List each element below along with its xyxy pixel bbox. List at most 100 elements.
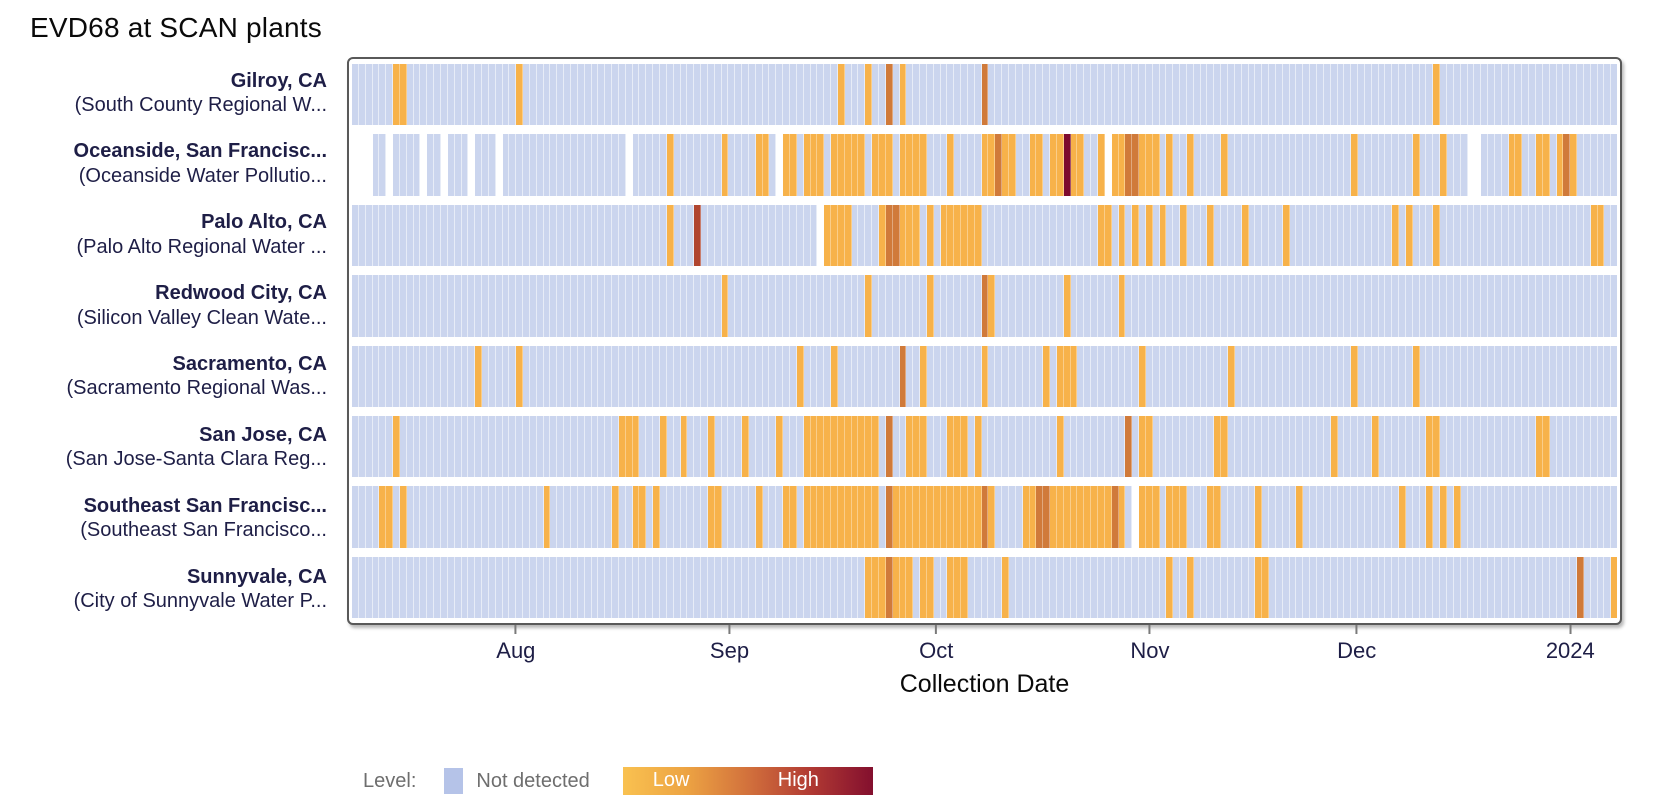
day-cell [1323, 556, 1331, 618]
day-cell [529, 134, 537, 196]
day-cell [495, 64, 503, 126]
day-cell [776, 275, 784, 337]
day-cell [352, 486, 359, 548]
day-cell [468, 486, 476, 548]
day-cell [967, 204, 975, 267]
chart-title: EVD68 at SCAN plants [30, 12, 322, 43]
day-cell [618, 64, 626, 126]
day-cell [632, 556, 640, 618]
day-cell [1221, 64, 1228, 126]
day-cell [358, 134, 366, 196]
day-cell [1515, 134, 1523, 196]
day-cell [885, 345, 893, 407]
day-cell [557, 64, 565, 126]
day-cell [796, 486, 804, 548]
day-cell [1371, 134, 1379, 196]
day-cell [858, 486, 866, 548]
day-cell [913, 415, 921, 478]
day-cell [824, 275, 832, 337]
day-cell [1392, 64, 1400, 126]
day-cell [659, 204, 667, 267]
day-cell [1316, 345, 1324, 407]
day-cell [954, 134, 962, 196]
day-cell [1405, 556, 1413, 618]
day-cell [605, 134, 613, 196]
day-cell [1050, 64, 1057, 126]
day-cell [598, 556, 606, 618]
day-cell [468, 345, 476, 407]
day-cell [1015, 204, 1023, 267]
day-cell [1460, 64, 1468, 126]
day-cell [1132, 345, 1140, 407]
day-cell [598, 486, 606, 548]
day-cell [926, 275, 934, 337]
day-cell [892, 345, 900, 407]
day-cell [612, 345, 619, 407]
day-cell [913, 204, 921, 267]
day-cell [728, 134, 736, 196]
day-cell [680, 345, 688, 407]
day-cell [1433, 275, 1441, 337]
day-cell [666, 486, 674, 548]
day-cell [1337, 275, 1345, 337]
day-cell [1091, 415, 1098, 478]
day-cell [1255, 345, 1263, 407]
day-cell [810, 556, 818, 618]
day-cell [1474, 415, 1482, 478]
day-cell [1255, 64, 1263, 126]
day-cell [1132, 275, 1140, 337]
day-cell [571, 556, 578, 618]
day-cell [1583, 134, 1591, 196]
day-cell [420, 415, 428, 478]
day-cell [872, 64, 879, 126]
day-cell [1269, 204, 1276, 267]
day-cell [885, 275, 893, 337]
day-cell [1289, 345, 1297, 407]
day-cell [399, 556, 407, 618]
day-cell [1152, 204, 1160, 267]
day-cell [557, 134, 565, 196]
day-cell [974, 64, 982, 126]
day-cell [1419, 204, 1427, 267]
day-cell [1405, 64, 1413, 126]
day-cell [1063, 134, 1071, 196]
day-cell [584, 204, 592, 267]
day-cell [523, 134, 530, 196]
day-cell [639, 134, 647, 196]
day-cell [1611, 415, 1618, 478]
day-cell [954, 486, 962, 548]
day-cell [742, 64, 749, 126]
day-cell [427, 64, 435, 126]
day-cell [1412, 345, 1420, 407]
day-cell [988, 204, 996, 267]
day-cell [926, 204, 934, 267]
day-cell [1070, 486, 1078, 548]
day-cell [940, 345, 948, 407]
day-cell [1344, 556, 1352, 618]
day-cell [1488, 486, 1495, 548]
day-cell [707, 415, 715, 478]
day-cell [1405, 204, 1413, 267]
day-cell [1535, 64, 1543, 126]
day-cell [440, 345, 448, 407]
day-cell [1296, 486, 1304, 548]
day-cell [1303, 64, 1311, 126]
day-cell [461, 345, 469, 407]
day-cell [1570, 415, 1578, 478]
day-cell [639, 275, 647, 337]
day-cell [1091, 204, 1098, 267]
day-cell [728, 275, 736, 337]
day-cell [837, 64, 845, 126]
day-cell [988, 64, 996, 126]
day-cell [1535, 556, 1543, 618]
day-cell [961, 556, 968, 618]
day-cell [1494, 275, 1502, 337]
day-cell [1474, 486, 1482, 548]
day-cell [728, 64, 736, 126]
day-cell [1255, 486, 1263, 548]
day-cell [837, 556, 845, 618]
day-cell [1125, 486, 1133, 548]
day-cell [885, 486, 893, 548]
day-cell [831, 345, 838, 407]
day-cell [1091, 486, 1098, 548]
